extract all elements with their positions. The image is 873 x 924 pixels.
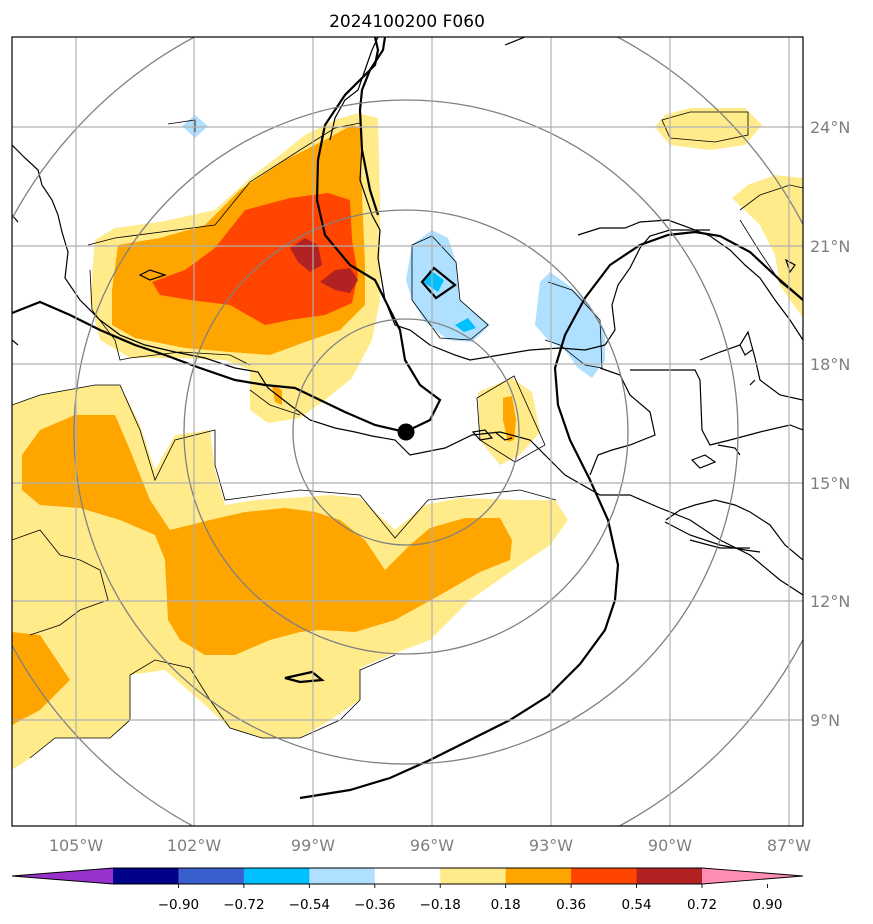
colorbar-tick-label: 0.18 [491,897,521,913]
colorbar-segment [178,868,245,884]
colorbar-extend-low [12,868,113,884]
colorbar-extend-high [702,868,803,884]
storm-center-marker [397,423,415,441]
colorbar-tick-label: −0.54 [289,897,330,913]
lon-label: 96°W [410,836,454,855]
lat-label: 24°N [810,118,850,137]
lon-label: 87°W [767,836,811,855]
lon-label: 105°W [49,836,104,855]
lon-label: 102°W [167,836,222,855]
colorbar: −0.90 −0.72 −0.54 −0.36 −0.18 0.18 0.36 0.54 0.7… [11,867,804,913]
colorbar-segment [113,868,179,884]
map-frame [11,36,804,827]
colorbar-segment [243,868,310,884]
lat-label: 21°N [810,237,850,256]
colorbar-tick-label: 0.90 [752,897,782,913]
colorbar-tick-label: −0.72 [223,897,264,913]
colorbar-tick-label: −0.36 [354,897,395,913]
colorbar-segment [374,868,441,884]
colorbar-tick-label: 0.36 [556,897,586,913]
colorbar-tick-label: −0.90 [158,897,199,913]
colorbar-tick-label: 0.54 [622,897,652,913]
colorbar-segment [571,868,638,884]
colorbar-segment [636,868,703,884]
lat-label: 12°N [810,592,850,611]
lon-label: 99°W [291,836,335,855]
colorbar-segment [505,868,572,884]
map-title: 2024100200 F060 [329,12,485,32]
coastlines [12,37,803,596]
lat-label: 15°N [810,474,850,493]
lon-label: 90°W [648,836,692,855]
thick-contours [12,37,803,800]
latitude-labels: 24°N 21°N 18°N 15°N 12°N 9°N [810,118,850,730]
lat-label: 9°N [810,711,840,730]
colorbar-segment [440,868,507,884]
colorbar-tick-label: −0.18 [420,897,461,913]
contour-fill-redorange [152,193,358,325]
grid-lines [12,37,803,826]
lon-label: 93°W [529,836,573,855]
lat-label: 18°N [810,355,850,374]
colorbar-tick-label: 0.72 [687,897,717,913]
colorbar-outline [11,867,804,885]
range-rings [12,37,803,826]
map-area [12,37,803,826]
longitude-labels: 105°W 102°W 99°W 96°W 93°W 90°W 87°W [49,836,811,855]
colorbar-segment [309,868,376,884]
